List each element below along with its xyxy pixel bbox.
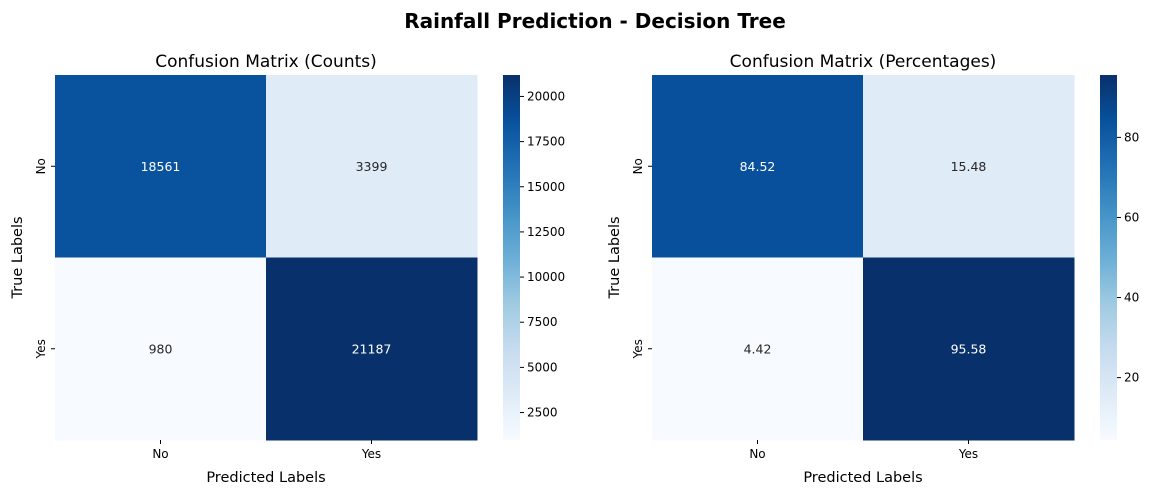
cell-annotation: 21187 (352, 341, 392, 356)
colorbar-tick-label: 20000 (527, 89, 565, 103)
cell-annotation: 4.42 (744, 341, 772, 356)
colorbar: 2500 5000 7500 10000 12500 15000 17500 20000 (503, 75, 565, 440)
colorbar-tick-label: 7500 (527, 315, 558, 329)
colorbar-tick-label: 15000 (527, 180, 565, 194)
colorbar: 20 40 60 80 (1100, 75, 1139, 440)
heatmap-cell (863, 75, 1075, 258)
panel-title: Confusion Matrix (Counts) (155, 52, 377, 72)
colorbar-tick-label: 60 (1124, 210, 1139, 224)
cell-annotation: 3399 (356, 159, 388, 174)
colorbar-tick-label: 20 (1124, 371, 1139, 385)
cell-annotation: 84.52 (740, 159, 776, 174)
colorbar-tick-label: 10000 (527, 270, 565, 284)
y-axis-label: True Labels (10, 216, 26, 299)
heatmap-cell (652, 257, 864, 441)
heatmap-panel-1: Confusion Matrix (Counts) 18561 3399 980 211… (10, 52, 565, 486)
y-tick-label: Yes (631, 339, 645, 359)
colorbar-tick-label: 17500 (527, 135, 565, 149)
cell-annotation: 95.58 (951, 341, 987, 356)
colorbar-tick-label: 5000 (527, 360, 558, 374)
heatmap-cell (266, 257, 478, 441)
colorbar-tick-label: 40 (1124, 291, 1139, 305)
x-tick-label: Yes (958, 447, 978, 461)
cell-annotation: 18561 (141, 159, 181, 174)
heatmap-cell (863, 257, 1075, 441)
y-tick-label: No (631, 158, 645, 174)
x-tick-label: Yes (361, 447, 381, 461)
colorbar-tick-label: 80 (1124, 130, 1139, 144)
x-tick-label: No (152, 447, 168, 461)
heatmap-cell (55, 75, 267, 258)
cell-annotation: 15.48 (951, 159, 987, 174)
colorbar-tick-label: 12500 (527, 225, 565, 239)
heatmap-cell (55, 257, 267, 441)
heatmap-cell (266, 75, 478, 258)
x-tick-label: No (749, 447, 765, 461)
y-tick-label: No (34, 158, 48, 174)
figure-title: Rainfall Prediction - Decision Tree (404, 9, 786, 33)
colorbar-gradient (1100, 75, 1117, 440)
heatmap-cell (652, 75, 864, 258)
colorbar-gradient (503, 75, 520, 440)
x-axis-label: Predicted Labels (803, 470, 922, 486)
y-axis-label: True Labels (607, 216, 623, 299)
x-axis-label: Predicted Labels (206, 470, 325, 486)
heatmap-panel-2: Confusion Matrix (Percentages) 84.52 15.48… (607, 52, 1139, 486)
cell-annotation: 980 (149, 341, 173, 356)
panel-title: Confusion Matrix (Percentages) (730, 52, 997, 72)
y-tick-label: Yes (34, 339, 48, 359)
colorbar-tick-label: 2500 (527, 406, 558, 420)
